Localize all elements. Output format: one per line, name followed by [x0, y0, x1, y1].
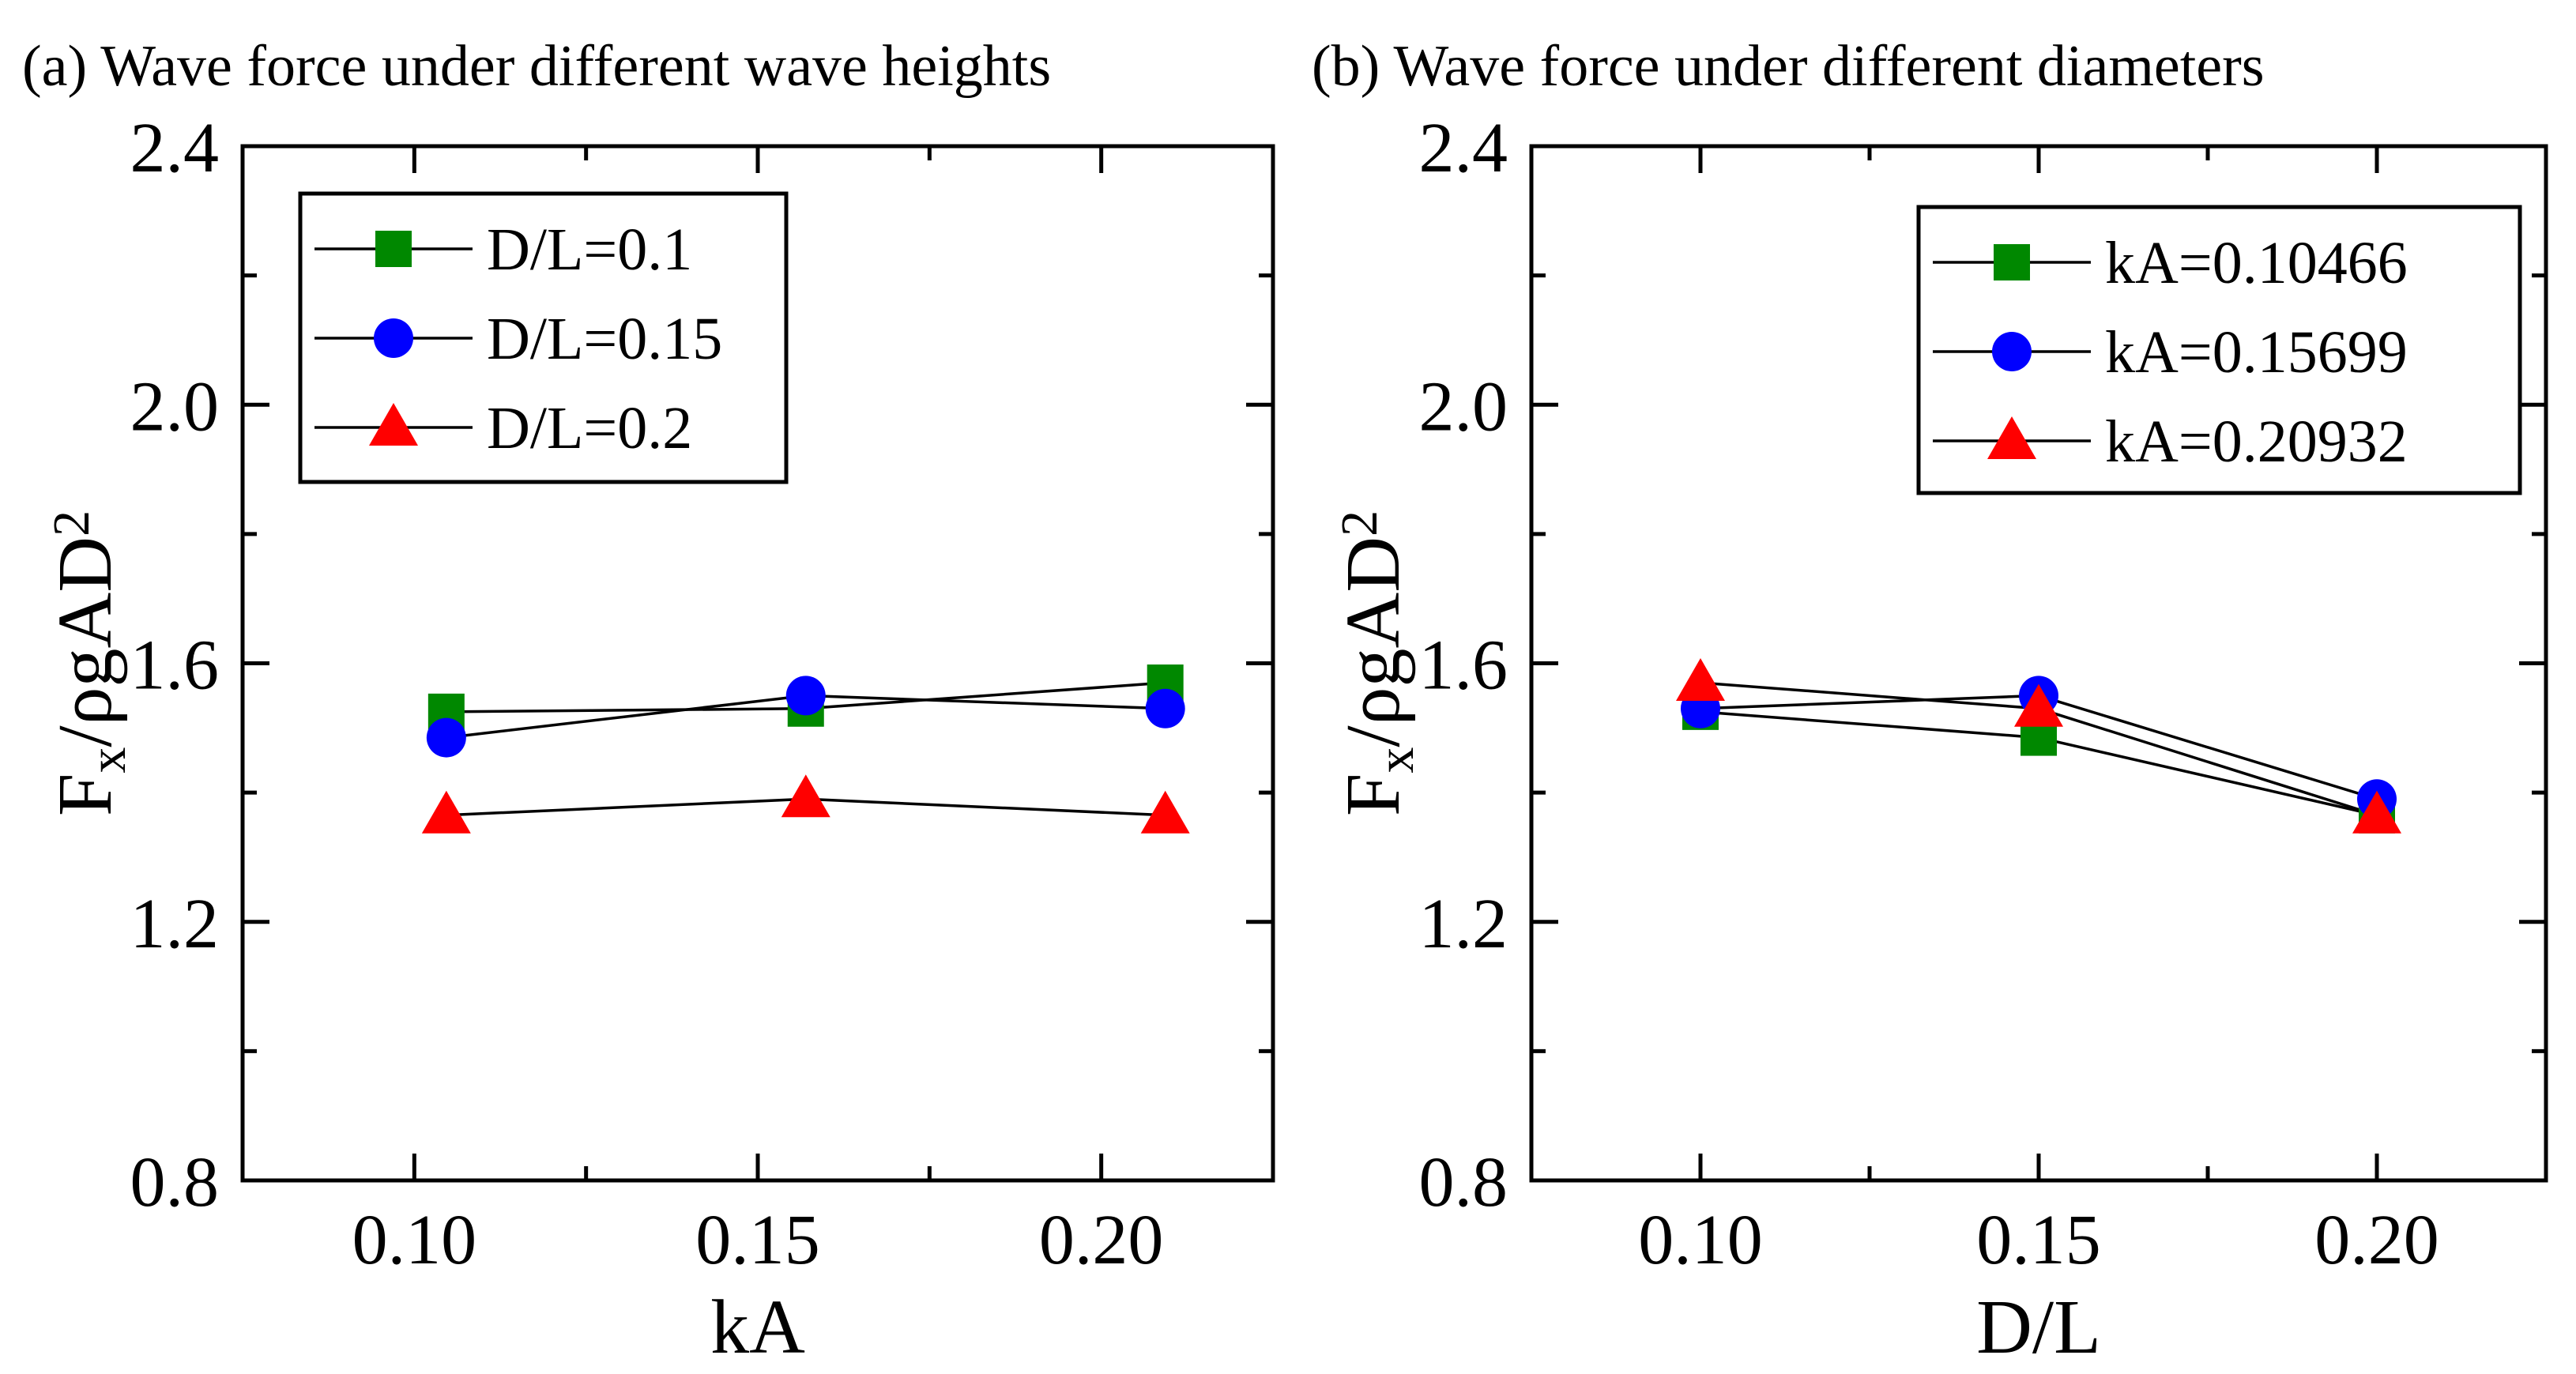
data-point-triangle: [421, 790, 471, 834]
legend-marker-circle: [1992, 332, 2032, 371]
legend-label: kA=0.15699: [2105, 319, 2408, 386]
chart-panel-1: (b) Wave force under different diameters…: [1312, 34, 2548, 1370]
y-tick-label: 1.6: [1419, 627, 1508, 705]
x-axis-label: kA: [710, 1285, 805, 1370]
x-tick-label: 0.10: [1638, 1201, 1763, 1279]
x-tick-label: 0.10: [352, 1201, 477, 1279]
y-tick-label: 1.2: [130, 885, 220, 963]
legend-label: D/L=0.15: [487, 306, 722, 372]
x-tick-label: 0.15: [695, 1201, 820, 1279]
legend-label: D/L=0.1: [487, 216, 692, 283]
data-point-triangle: [2014, 683, 2063, 727]
legend-marker-triangle: [1987, 416, 2036, 459]
y-tick-label: 2.4: [130, 109, 220, 187]
y-tick-label: 0.8: [1419, 1143, 1508, 1222]
legend-label: kA=0.10466: [2105, 230, 2408, 296]
y-axis-label: Fx/ρgAD2: [1331, 510, 1425, 816]
chart-panel-0: (a) Wave force under different wave heig…: [22, 34, 1275, 1370]
y-axis-label-sub: x: [1367, 747, 1425, 774]
legend: kA=0.10466 kA=0.15699 kA=0.20932: [1916, 205, 2522, 495]
data-point-triangle: [1140, 790, 1190, 834]
y-axis-label-rest: /ρgAD: [1331, 536, 1416, 747]
chart-title: (b) Wave force under different diameters: [1312, 34, 2265, 99]
data-point-circle: [785, 676, 826, 716]
legend-label: D/L=0.2: [487, 395, 692, 461]
x-tick-label: 0.20: [1039, 1201, 1164, 1279]
chart-title: (a) Wave force under different wave heig…: [22, 34, 1051, 99]
y-axis-label-sup: 2: [43, 510, 100, 536]
data-point-circle: [1145, 688, 1185, 728]
x-tick-label: 0.20: [2314, 1201, 2439, 1279]
legend: D/L=0.1 D/L=0.15 D/L=0.2: [298, 191, 789, 484]
data-point-circle: [426, 717, 466, 758]
y-tick-label: 2.4: [1419, 109, 1508, 187]
legend-label: kA=0.20932: [2105, 408, 2408, 475]
y-axis-label-main: F: [1331, 774, 1416, 817]
legend-marker-square: [375, 231, 412, 267]
y-axis-label-sub: x: [79, 747, 137, 774]
y-axis-label: Fx/ρgAD2: [43, 510, 137, 816]
y-axis-label-main: F: [43, 774, 128, 817]
y-tick-label: 1.6: [130, 627, 220, 705]
data-point-triangle: [1676, 658, 1725, 702]
y-tick-label: 1.2: [1419, 885, 1508, 963]
legend-marker-square: [1994, 244, 2030, 280]
y-axis-label-rest: /ρgAD: [43, 536, 128, 747]
legend-marker-triangle: [369, 403, 418, 446]
y-tick-label: 0.8: [130, 1143, 220, 1222]
data-point-triangle: [781, 774, 830, 818]
x-axis-label: D/L: [1976, 1285, 2101, 1370]
x-tick-label: 0.15: [1976, 1201, 2101, 1279]
data-point-triangle: [2352, 790, 2401, 834]
legend-marker-circle: [374, 318, 413, 358]
y-tick-label: 2.0: [1419, 367, 1508, 446]
y-axis-label-sup: 2: [1331, 510, 1388, 536]
y-tick-label: 2.0: [130, 367, 220, 446]
